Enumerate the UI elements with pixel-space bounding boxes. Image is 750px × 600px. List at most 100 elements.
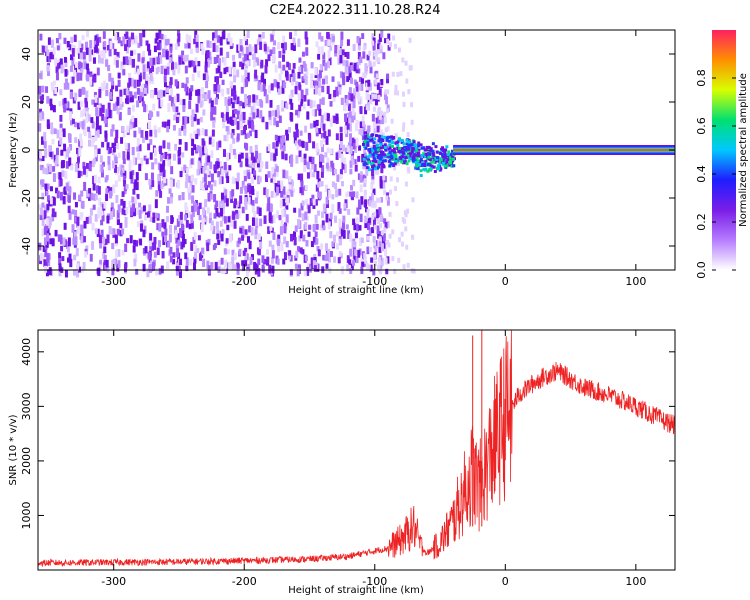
heatmap-cell: [96, 228, 100, 237]
heatmap-cell: [300, 203, 304, 211]
heatmap-cell: [376, 148, 380, 152]
heatmap-cell: [124, 43, 128, 51]
heatmap-cell: [112, 232, 116, 238]
heatmap-cell: [201, 138, 205, 146]
heatmap-cell: [277, 244, 281, 252]
heatmap-cell: [300, 173, 304, 183]
heatmap-cell: [389, 176, 393, 182]
heatmap-cell: [207, 58, 211, 68]
heatmap-cell: [408, 154, 412, 158]
heatmap-cell: [194, 178, 198, 185]
heatmap-cell: [202, 258, 206, 267]
heatmap-cell: [285, 170, 289, 179]
heatmap-cell: [116, 107, 120, 115]
heatmap-cell: [363, 178, 367, 184]
heatmap-cell: [63, 222, 67, 230]
heatmap-cell: [380, 79, 384, 86]
heatmap-cell: [50, 82, 54, 90]
heatmap-cell: [220, 176, 224, 184]
heatmap-cell: [213, 180, 217, 187]
heatmap-cell: [179, 216, 183, 225]
heatmap-cell: [371, 227, 375, 234]
heatmap-cell: [326, 113, 330, 122]
heatmap-cell: [371, 153, 375, 157]
heatmap-cell: [335, 86, 339, 95]
heatmap-cell: [276, 186, 280, 196]
heatmap-cell: [280, 242, 284, 251]
heatmap-cell: [282, 198, 286, 207]
heatmap-cell: [271, 110, 275, 117]
heatmap-cell: [146, 61, 150, 69]
heatmap-cell: [339, 132, 343, 142]
heatmap-cell: [396, 143, 400, 147]
heatmap-cell: [379, 143, 383, 147]
heatmap-cell: [190, 120, 194, 127]
heatmap-cell: [346, 73, 350, 82]
heatmap-cell: [335, 189, 339, 198]
heatmap-cell: [394, 141, 398, 145]
heatmap-cell: [133, 258, 137, 267]
heatmap-cell: [316, 148, 320, 156]
heatmap-cell: [306, 161, 310, 170]
heatmap-cell: [385, 75, 389, 84]
heatmap-cell: [212, 226, 216, 235]
heatmap-cell: [218, 200, 222, 209]
heatmap-cell: [346, 145, 350, 153]
heatmap-cell: [363, 145, 367, 149]
heatmap-cell: [267, 196, 271, 206]
heatmap-cell: [365, 207, 369, 213]
heatmap-cell: [339, 169, 343, 175]
heatmap-cell: [97, 148, 101, 155]
heatmap-cell: [201, 146, 205, 156]
heatmap-cell: [383, 227, 387, 233]
heatmap-cell: [169, 246, 173, 255]
heatmap-cell: [138, 202, 142, 209]
heatmap-cell: [55, 65, 59, 74]
heatmap-cell: [355, 62, 359, 70]
heatmap-cell: [221, 206, 225, 215]
heatmap-cell: [46, 96, 50, 104]
heatmap-cell: [393, 186, 397, 192]
heatmap-cell: [348, 87, 352, 94]
heatmap-cell: [273, 79, 277, 88]
spectrogram-x-tick-label: 0: [502, 275, 509, 288]
heatmap-cell: [318, 32, 322, 40]
heatmap-cell: [297, 173, 301, 180]
heatmap-cell: [73, 269, 77, 276]
heatmap-cell: [284, 153, 288, 161]
heatmap-cell: [250, 177, 254, 184]
heatmap-cell: [132, 188, 136, 195]
heatmap-cell: [246, 268, 250, 277]
heatmap-cell: [139, 38, 143, 47]
heatmap-cell: [59, 127, 63, 137]
heatmap-cell: [172, 69, 176, 76]
heatmap-cell: [91, 160, 95, 168]
heatmap-cell: [272, 40, 276, 46]
heatmap-cell: [259, 41, 263, 50]
heatmap-cell: [237, 210, 241, 219]
heatmap-cell: [339, 225, 343, 235]
heatmap-cell: [103, 41, 107, 48]
heatmap-cell: [103, 254, 107, 262]
heatmap-cell: [399, 156, 403, 160]
heatmap-cell: [53, 128, 57, 135]
heatmap-cell: [354, 164, 358, 172]
heatmap-cell: [88, 55, 92, 62]
heatmap-cell: [402, 264, 406, 270]
heatmap-cell: [203, 162, 207, 171]
heatmap-cell: [106, 142, 110, 151]
heatmap-cell: [188, 259, 192, 266]
heatmap-cell: [315, 143, 319, 152]
heatmap-cell: [176, 180, 180, 189]
heatmap-cell: [93, 75, 97, 83]
heatmap-cell: [79, 100, 83, 107]
heatmap-cell: [397, 257, 401, 263]
heatmap-cell: [435, 150, 439, 154]
heatmap-cell: [272, 142, 276, 149]
heatmap-cell: [150, 172, 154, 182]
heatmap-cell: [58, 252, 62, 259]
heatmap-cell: [331, 204, 335, 213]
heatmap-cell: [233, 152, 237, 159]
heatmap-cell: [229, 37, 233, 46]
heatmap-cell: [281, 105, 285, 112]
